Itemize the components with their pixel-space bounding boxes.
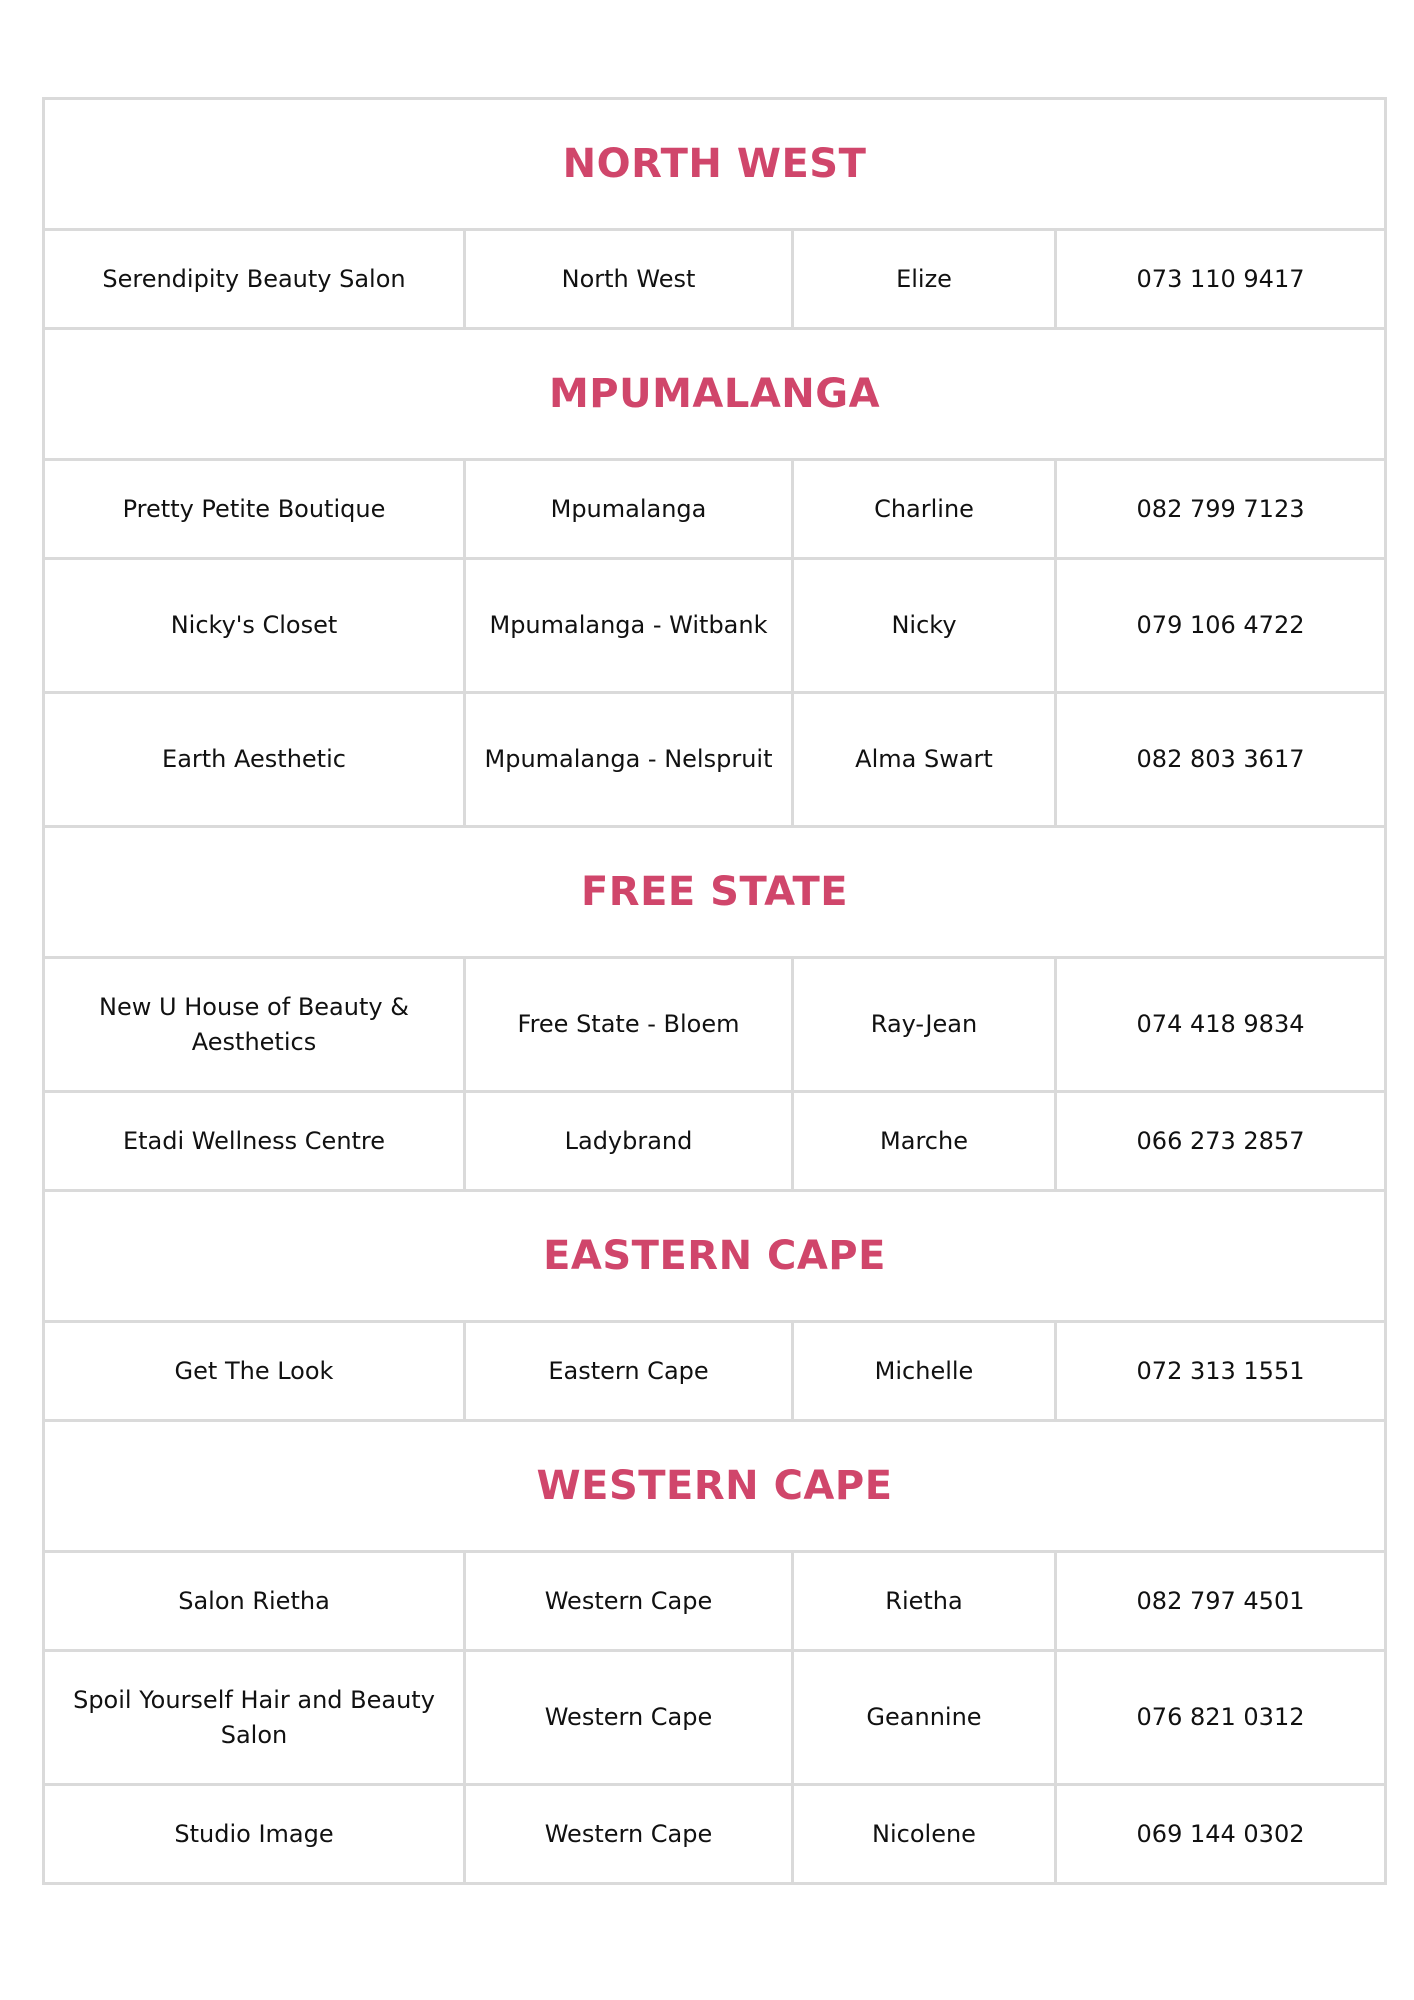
contact-name: Rietha (791, 1550, 1057, 1652)
table-row: Earth Aesthetic Mpumalanga - Nelspruit Alm… (42, 691, 1388, 828)
region-heading: FREE STATE (41, 825, 1388, 959)
salon-name: Earth Aesthetic (42, 691, 466, 828)
location: Eastern Cape (463, 1320, 794, 1422)
phone-number: 082 799 7123 (1053, 458, 1388, 560)
salon-name: Pretty Petite Boutique (42, 458, 466, 560)
location: Western Cape (463, 1783, 794, 1885)
location: Mpumalanga - Witbank (463, 557, 794, 694)
region-heading: EASTERN CAPE (41, 1189, 1388, 1323)
contact-name: Marche (791, 1090, 1057, 1192)
phone-number: 076 821 0312 (1053, 1649, 1388, 1786)
salon-name: Nicky's Closet (42, 557, 466, 694)
location: North West (463, 228, 794, 330)
contact-name: Ray-Jean (791, 956, 1057, 1093)
salon-name: Salon Rietha (42, 1550, 466, 1652)
salon-name: Spoil Yourself Hair and Beauty Salon (42, 1649, 466, 1786)
phone-number: 082 797 4501 (1053, 1550, 1388, 1652)
phone-number: 073 110 9417 (1053, 228, 1388, 330)
phone-number: 072 313 1551 (1053, 1320, 1388, 1422)
region-header-row: FREE STATE (41, 825, 1388, 959)
salon-name: Get The Look (42, 1320, 466, 1422)
location: Ladybrand (463, 1090, 794, 1192)
contact-name: Alma Swart (791, 691, 1057, 828)
contact-name: Nicky (791, 557, 1057, 694)
table-row: Pretty Petite Boutique Mpumalanga Charline… (42, 458, 1388, 560)
region-heading: WESTERN CAPE (41, 1419, 1388, 1553)
contact-name: Nicolene (791, 1783, 1057, 1885)
salon-name: Studio Image (42, 1783, 466, 1885)
location: Free State - Bloem (463, 956, 794, 1093)
phone-number: 066 273 2857 (1053, 1090, 1388, 1192)
region-header-row: WESTERN CAPE (41, 1419, 1388, 1553)
location: Western Cape (463, 1649, 794, 1786)
location: Mpumalanga - Nelspruit (463, 691, 794, 828)
region-header-row: NORTH WEST (41, 97, 1388, 231)
contact-name: Geannine (791, 1649, 1057, 1786)
contact-name: Charline (791, 458, 1057, 560)
region-header-row: EASTERN CAPE (41, 1189, 1388, 1323)
table-row: Get The Look Eastern Cape Michelle 072 313 … (42, 1320, 1388, 1422)
phone-number: 074 418 9834 (1053, 956, 1388, 1093)
contact-name: Michelle (791, 1320, 1057, 1422)
region-header-row: MPUMALANGA (41, 327, 1388, 461)
table-row: Spoil Yourself Hair and Beauty Salon West… (42, 1649, 1388, 1786)
salon-name: New U House of Beauty & Aesthetics (42, 956, 466, 1093)
phone-number: 079 106 4722 (1053, 557, 1388, 694)
location: Mpumalanga (463, 458, 794, 560)
table-row: Studio Image Western Cape Nicolene 069 144 … (42, 1783, 1388, 1885)
table-row: Etadi Wellness Centre Ladybrand Marche 066 … (42, 1090, 1388, 1192)
phone-number: 069 144 0302 (1053, 1783, 1388, 1885)
salon-name: Serendipity Beauty Salon (42, 228, 466, 330)
salon-directory-table: NORTH WEST Serendipity Beauty Salon North … (41, 97, 1388, 1885)
table-row: Serendipity Beauty Salon North West Elize 0… (42, 228, 1388, 330)
region-heading: MPUMALANGA (41, 327, 1388, 461)
table-row: New U House of Beauty & Aesthetics Free S… (42, 956, 1388, 1093)
table-row: Nicky's Closet Mpumalanga - Witbank Nicky 0… (42, 557, 1388, 694)
table-row: Salon Rietha Western Cape Rietha 082 797 45… (42, 1550, 1388, 1652)
location: Western Cape (463, 1550, 794, 1652)
phone-number: 082 803 3617 (1053, 691, 1388, 828)
region-heading: NORTH WEST (41, 97, 1388, 231)
contact-name: Elize (791, 228, 1057, 330)
salon-name: Etadi Wellness Centre (42, 1090, 466, 1192)
